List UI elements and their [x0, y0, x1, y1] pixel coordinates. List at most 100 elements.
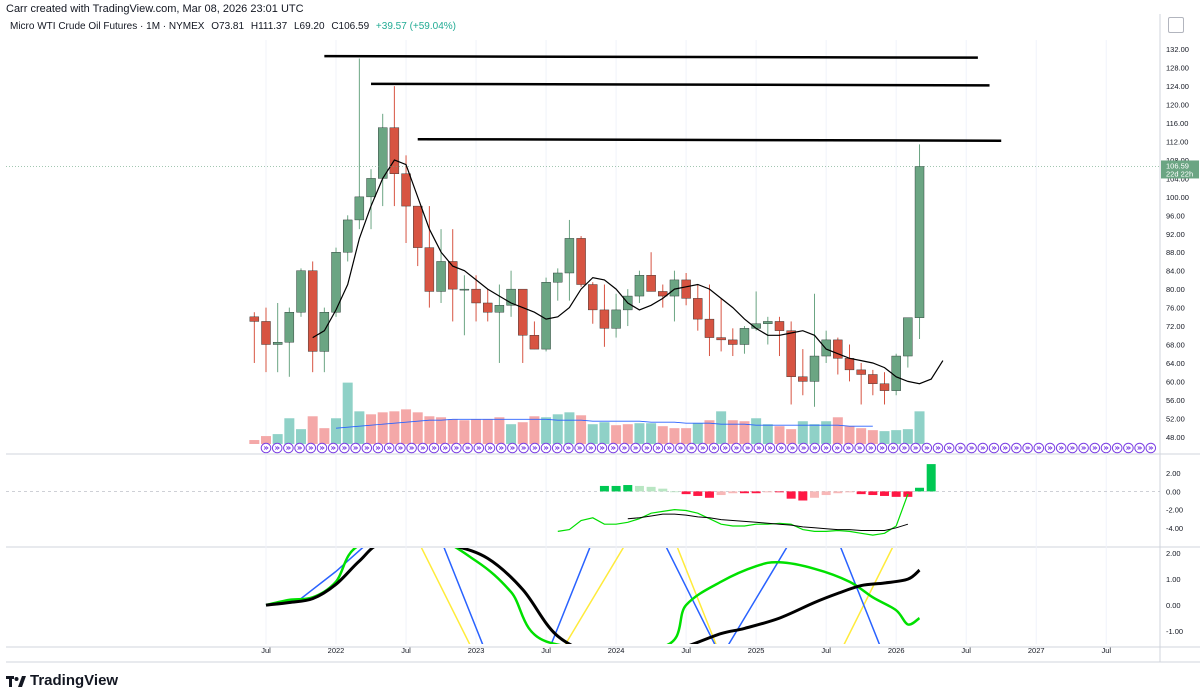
- y-tick-label: 72.00: [1166, 322, 1185, 331]
- dividend-event-icon: [641, 442, 653, 454]
- candle-body: [821, 339, 831, 357]
- volume-bar: [692, 423, 703, 444]
- candle-body: [307, 270, 318, 352]
- volume-bar: [844, 426, 855, 444]
- dividend-event-icon: [1044, 442, 1056, 454]
- dividend-event-icon: [630, 442, 641, 454]
- settings-icon[interactable]: [1168, 17, 1184, 33]
- candle-body: [471, 288, 481, 304]
- y-tick-label: 68.00: [1166, 341, 1185, 350]
- candle-body: [529, 335, 540, 350]
- macd-histogram-bar: [658, 488, 668, 492]
- candle-body: [413, 205, 423, 248]
- volume-bar: [902, 429, 913, 444]
- candle-body: [599, 309, 610, 329]
- y-tick-label: 64.00: [1166, 359, 1185, 368]
- y-tick-label: 104.00: [1166, 174, 1189, 183]
- volume-bar: [249, 440, 260, 444]
- dividend-event-icon: [831, 442, 843, 454]
- macd-histogram-bar: [786, 491, 796, 499]
- volume-bar: [319, 428, 330, 444]
- dividend-event-icon: [753, 442, 765, 454]
- macd-histogram-bar: [739, 491, 749, 494]
- dividend-event-icon: [540, 442, 552, 454]
- macd-histogram-bar: [611, 485, 621, 492]
- dividend-event-icon: [876, 442, 888, 454]
- x-tick-label: Jul: [961, 646, 971, 655]
- macd-histogram-bar: [856, 491, 866, 495]
- candle-body: [786, 330, 796, 377]
- candle-body: [366, 178, 376, 198]
- dividend-event-icon: [607, 442, 619, 454]
- dividend-event-icon: [361, 442, 373, 454]
- volume-bar: [564, 412, 575, 444]
- macd-histogram-bar: [751, 491, 761, 494]
- volume-bar: [389, 411, 400, 444]
- dividend-event-icon: [473, 442, 485, 454]
- volume-bar: [774, 426, 785, 444]
- ohlc-low: L69.20: [293, 21, 325, 32]
- price-ma-line: [312, 159, 944, 385]
- candle-body: [576, 238, 586, 285]
- candle-body: [518, 288, 528, 336]
- macd-y-tick: 0.00: [1166, 487, 1181, 496]
- candle-body: [284, 312, 295, 343]
- volume-bar: [401, 409, 412, 444]
- candle-body: [378, 127, 388, 179]
- ohlc-open: O73.81: [211, 21, 245, 32]
- symbol-name[interactable]: Micro WTI Crude Oil Futures · 1M · NYMEX: [10, 21, 205, 32]
- dividend-event-icon: [887, 442, 899, 454]
- candle-body: [763, 321, 773, 324]
- volume-bar: [821, 421, 832, 444]
- oscillator-y-tick: 2.00: [1166, 549, 1181, 558]
- x-tick-label: 2025: [748, 646, 765, 655]
- dividend-event-icon: [507, 442, 518, 454]
- dividend-event-icon: [1022, 442, 1033, 454]
- y-tick-label: 48.00: [1166, 433, 1185, 442]
- candle-body: [611, 309, 621, 329]
- y-tick-label: 56.00: [1166, 396, 1185, 405]
- dividend-event-icon: [1078, 442, 1089, 454]
- volume-bar: [914, 411, 925, 444]
- macd-histogram-bar: [809, 491, 819, 498]
- dividend-event-icon: [585, 442, 597, 454]
- dividend-event-icon: [1145, 442, 1157, 454]
- y-tick-label: 52.00: [1166, 414, 1185, 423]
- candle-body: [903, 317, 913, 357]
- dividend-event-icon: [988, 442, 1000, 454]
- volume-bar: [891, 430, 902, 444]
- candle-body: [354, 196, 365, 221]
- dividend-event-icon: [977, 442, 989, 454]
- brand-name: TradingView: [30, 672, 119, 689]
- macd-histogram-bar: [774, 491, 784, 493]
- volume-bar: [762, 424, 773, 444]
- dividend-event-icon: [451, 442, 462, 454]
- candle-body: [506, 288, 516, 306]
- candle-body: [856, 369, 866, 375]
- volume-bar: [307, 416, 318, 444]
- dividend-event-icon: [742, 442, 753, 454]
- tradingview-brand[interactable]: TradingView: [6, 672, 118, 689]
- volume-bar: [751, 418, 762, 444]
- candle-body: [844, 358, 855, 371]
- dividend-event-icon: [663, 442, 675, 454]
- volume-bar: [669, 428, 680, 444]
- y-tick-label: 128.00: [1166, 64, 1189, 73]
- volume-bar: [494, 417, 505, 444]
- dividend-event-icon: [787, 442, 798, 454]
- chart-caption: Carr created with TradingView.com, Mar 0…: [6, 3, 304, 15]
- candle-body: [494, 305, 505, 313]
- candle-body: [833, 339, 843, 359]
- oscillator-black-line: [265, 548, 921, 644]
- volume-bar: [272, 434, 283, 444]
- volume-bar: [646, 423, 657, 444]
- macd-histogram-bar: [891, 491, 901, 497]
- oscillator-y-tick: 1.00: [1166, 575, 1181, 584]
- macd-histogram-bar: [681, 491, 691, 495]
- candle-body: [459, 288, 470, 291]
- candle-body: [483, 302, 493, 313]
- dividend-event-icon: [809, 442, 821, 454]
- dividend-event-icon: [675, 442, 686, 454]
- volume-bar: [657, 426, 668, 444]
